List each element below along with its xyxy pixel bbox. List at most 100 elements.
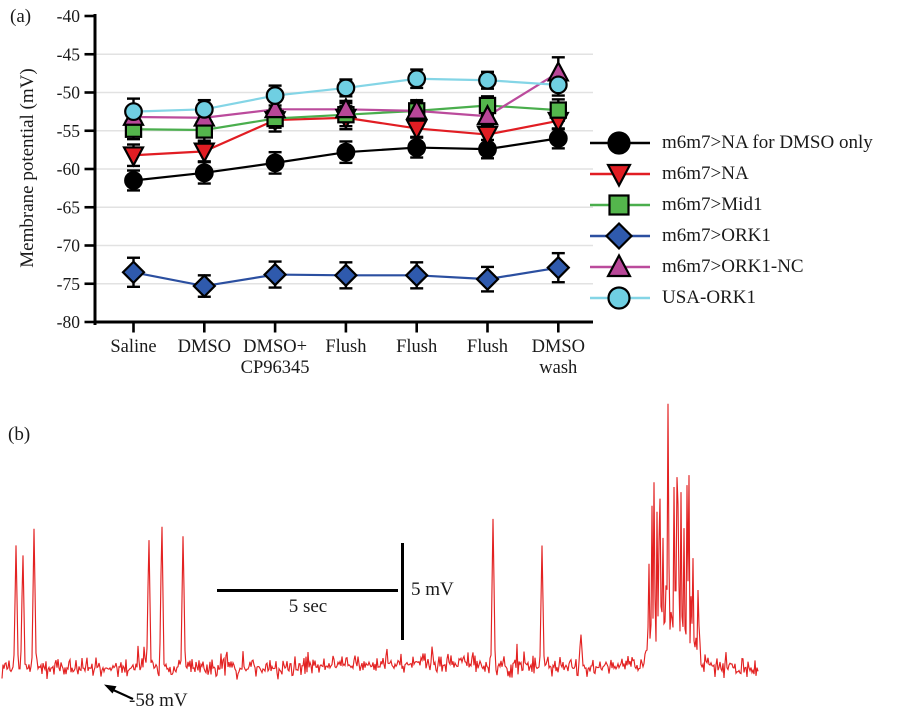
voltage-scalebar-label: 5 mV bbox=[411, 579, 454, 600]
x-tick bbox=[415, 323, 418, 333]
x-tick-label: Flush bbox=[467, 337, 508, 357]
circle-marker bbox=[194, 163, 214, 183]
diamond-marker bbox=[121, 260, 146, 285]
y-tick-label: -75 bbox=[57, 274, 81, 294]
x-tick bbox=[273, 323, 277, 333]
time-scalebar-label: 5 sec bbox=[288, 596, 328, 617]
triangle-down-marker bbox=[122, 146, 145, 168]
y-tick bbox=[84, 14, 94, 18]
triangle-down-marker bbox=[476, 125, 499, 147]
y-tick-label: -50 bbox=[57, 83, 81, 103]
y-tick-label: -45 bbox=[57, 44, 81, 64]
y-tick-label: -65 bbox=[57, 197, 81, 217]
circle-marker bbox=[548, 75, 568, 95]
square-marker bbox=[549, 101, 568, 119]
legend-item: m6m7>Mid1 bbox=[588, 189, 873, 220]
y-tick bbox=[84, 320, 94, 324]
x-tick bbox=[344, 323, 348, 333]
arrow-head bbox=[104, 684, 117, 694]
legend-marker-magenta-triangle-up bbox=[590, 252, 650, 277]
time-scalebar bbox=[217, 589, 398, 592]
legend-label: m6m7>ORK1-NC bbox=[662, 255, 804, 277]
y-tick bbox=[84, 167, 94, 171]
legend-item: m6m7>NA bbox=[588, 158, 873, 189]
legend-marker-black-circle bbox=[590, 130, 650, 155]
x-tick-label: Flush bbox=[325, 337, 366, 357]
x-axis-spine bbox=[93, 320, 593, 324]
circle-marker bbox=[478, 70, 497, 90]
x-tick bbox=[486, 323, 489, 333]
voltage-scalebar bbox=[401, 543, 404, 640]
circle-marker bbox=[194, 99, 214, 119]
voltage-trace-line bbox=[1, 403, 759, 680]
y-tick bbox=[84, 282, 94, 286]
series-markers-m6m7-na-for-dmso-only bbox=[124, 128, 568, 190]
y-tick-label: -60 bbox=[57, 159, 81, 179]
legend-label: m6m7>ORK1 bbox=[662, 224, 771, 246]
legend-item: m6m7>ORK1-NC bbox=[588, 251, 873, 282]
membrane-potential-chart: -40 -45 -50 -55 -60 -65 -70 -75 -80 Saline DMSO DMS… bbox=[57, 6, 593, 378]
circle-marker bbox=[407, 69, 427, 89]
panel-b-label: (b) bbox=[8, 424, 31, 445]
circle-marker bbox=[407, 138, 427, 157]
diamond-marker bbox=[263, 262, 288, 287]
legend-label: m6m7>Mid1 bbox=[662, 193, 763, 215]
circle-marker bbox=[124, 171, 143, 190]
circle-marker bbox=[607, 285, 631, 310]
legend-label: USA-ORK1 bbox=[662, 286, 756, 308]
series-markers-usa-ork1 bbox=[124, 69, 568, 122]
diamond-marker bbox=[333, 263, 358, 288]
x-tick-label: wash bbox=[539, 358, 577, 378]
y-tick-label: -40 bbox=[57, 6, 81, 26]
legend-item: m6m7>NA for DMSO only bbox=[588, 127, 873, 158]
arrow-shaft bbox=[110, 687, 134, 701]
x-tick-label: CP96345 bbox=[241, 358, 310, 378]
circle-marker bbox=[265, 153, 285, 173]
x-tick bbox=[557, 323, 560, 333]
circle-marker bbox=[124, 102, 143, 122]
diamond-marker bbox=[192, 273, 217, 299]
legend-marker-green-square bbox=[590, 193, 650, 216]
diamond-marker bbox=[475, 267, 500, 292]
circle-marker bbox=[265, 86, 285, 105]
y-tick bbox=[84, 91, 94, 94]
triangle-up-marker bbox=[476, 103, 499, 126]
baseline-annotation-label: -58 mV bbox=[129, 690, 188, 711]
x-tick-label: DMSO bbox=[178, 337, 231, 357]
triangle-up-marker bbox=[606, 252, 632, 277]
y-tick bbox=[84, 52, 94, 56]
circle-marker bbox=[336, 142, 356, 162]
axes: -40 -45 -50 -55 -60 -65 -70 -75 -80 Saline DMSO DMS… bbox=[57, 6, 593, 378]
voltage-trace bbox=[1, 403, 759, 701]
y-tick-label: -80 bbox=[57, 312, 81, 332]
triangle-down-marker bbox=[192, 142, 216, 164]
circle-marker bbox=[607, 130, 631, 155]
triangle-up-marker bbox=[405, 98, 429, 120]
panel-a: (a) Membrane potential (mV) -40 -45 -50 -55… bbox=[10, 6, 873, 378]
triangle-up-marker bbox=[263, 96, 287, 119]
annotation-arrow-icon bbox=[104, 684, 134, 701]
y-tick bbox=[84, 129, 94, 133]
legend-marker-cyan-circle bbox=[590, 285, 650, 310]
panel-b: (b) 5 sec 5 mV -58 mV bbox=[0, 400, 904, 718]
circle-marker bbox=[336, 78, 356, 98]
legend-marker-blue-diamond bbox=[590, 221, 650, 250]
series-markers-m6m7-ork1 bbox=[121, 255, 571, 299]
legend-label: m6m7>NA bbox=[662, 162, 749, 184]
legend: m6m7>NA for DMSO only m6m7>NA m6m7>Mid1 … bbox=[588, 127, 873, 313]
diamond-marker bbox=[404, 263, 429, 288]
y-tick-label: -70 bbox=[57, 236, 81, 256]
x-tick bbox=[203, 323, 206, 333]
x-tick-label: Saline bbox=[110, 337, 156, 357]
x-tick-label: Flush bbox=[396, 337, 437, 357]
square-marker bbox=[608, 193, 630, 216]
y-axis-spine bbox=[93, 14, 97, 325]
legend-marker-red-triangle-down bbox=[590, 163, 650, 188]
diamond-marker bbox=[546, 255, 571, 280]
legend-item: USA-ORK1 bbox=[588, 282, 873, 313]
y-tick bbox=[84, 244, 94, 247]
x-tick-label: DMSO+ bbox=[243, 337, 307, 357]
diamond-marker bbox=[604, 221, 634, 250]
legend-label: m6m7>NA for DMSO only bbox=[662, 131, 873, 153]
